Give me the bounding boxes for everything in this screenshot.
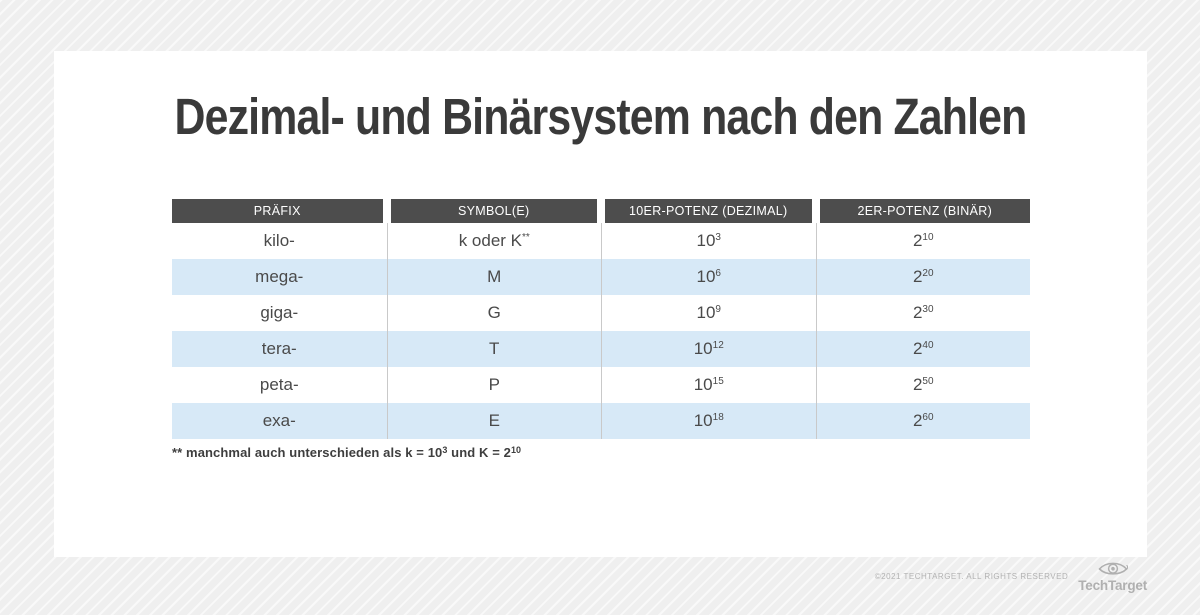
cell-binary-power: 220 [815, 259, 1031, 295]
column-header-binary: 2ER-POTENZ (BINÄR) [819, 199, 1030, 223]
eye-target-icon [1098, 560, 1128, 577]
cell-symbol: k oder K** [386, 223, 602, 259]
footer: ©2021 TECHTARGET. ALL RIGHTS RESERVED Te… [875, 558, 1147, 594]
table-row: tera- T 1012 240 [172, 331, 1030, 367]
cell-prefix: kilo- [263, 231, 295, 250]
cell-decimal-power: 1015 [601, 367, 816, 403]
column-header-prefix: PRÄFIX [172, 199, 383, 223]
cell-binary-power: 250 [815, 367, 1031, 403]
cell-binary-power: 240 [815, 331, 1031, 367]
cell-prefix: tera- [261, 339, 297, 358]
table-row: kilo- k oder K** 103 210 [172, 223, 1030, 259]
table-row: mega- M 106 220 [172, 259, 1030, 295]
cell-decimal-power: 109 [601, 295, 816, 331]
cell-decimal-power: 106 [601, 259, 816, 295]
cell-prefix: exa- [262, 411, 296, 430]
table-row: exa- E 1018 260 [172, 403, 1030, 439]
prefix-table: PRÄFIX SYMBOL(E) 10ER-POTENZ (DEZIMAL) 2… [172, 199, 1030, 439]
logo-wordmark: TechTarget [1078, 577, 1147, 593]
column-header-symbol: SYMBOL(E) [390, 199, 597, 223]
column-header-decimal: 10ER-POTENZ (DEZIMAL) [605, 199, 812, 223]
cell-binary-power: 210 [815, 223, 1031, 259]
cell-prefix: mega- [255, 267, 304, 286]
copyright-text: ©2021 TECHTARGET. ALL RIGHTS RESERVED [874, 571, 1069, 581]
table-header-row: PRÄFIX SYMBOL(E) 10ER-POTENZ (DEZIMAL) 2… [172, 199, 1030, 223]
cell-decimal-power: 1018 [601, 403, 816, 439]
cell-symbol: P [386, 367, 602, 403]
cell-binary-power: 230 [815, 295, 1031, 331]
infographic-card: Dezimal- und Binärsystem nach den Zahlen… [54, 51, 1147, 557]
cell-symbol: E [386, 403, 602, 439]
cell-decimal-power: 1012 [601, 331, 816, 367]
cell-prefix: giga- [260, 303, 299, 322]
table-row: peta- P 1015 250 [172, 367, 1030, 403]
techtarget-logo: TechTarget [1078, 560, 1147, 593]
cell-binary-power: 260 [815, 403, 1031, 439]
table-row: giga- G 109 230 [172, 295, 1030, 331]
cell-symbol: M [386, 259, 602, 295]
footnote: ** manchmal auch unterschieden als k = 1… [172, 445, 522, 460]
page-title: Dezimal- und Binärsystem nach den Zahlen [174, 88, 1028, 145]
cell-symbol: T [386, 331, 602, 367]
cell-decimal-power: 103 [601, 223, 816, 259]
cell-symbol: G [386, 295, 602, 331]
cell-prefix: peta- [259, 375, 299, 394]
